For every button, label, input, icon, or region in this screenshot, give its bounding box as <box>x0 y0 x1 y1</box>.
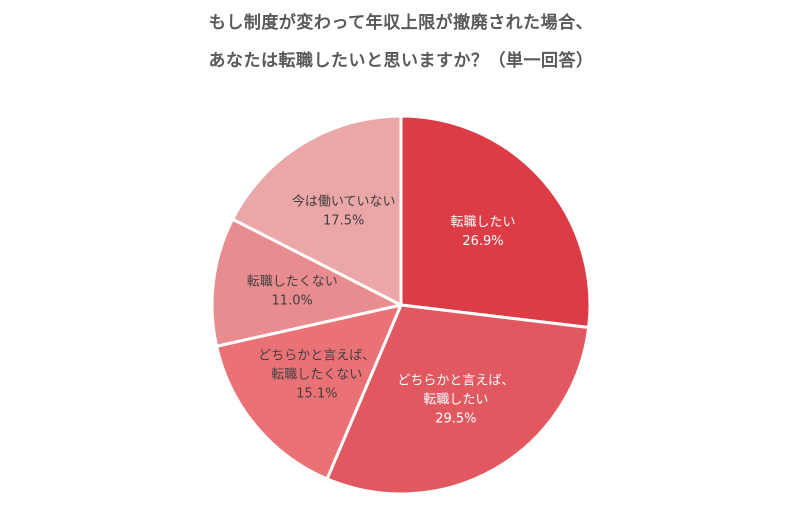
pie-slice-4 <box>210 217 403 348</box>
slice-category-label: どちらかと言えば、 <box>397 373 514 388</box>
pie-slice-3 <box>215 303 403 481</box>
slice-category-label: 転職したくない <box>247 274 338 289</box>
chart-title-line-1: もし制度が変わって年収上限が撤廃された場合、 <box>208 13 594 33</box>
slice-label-4: 転職したくない 11.0% <box>247 274 338 308</box>
chart-title-line-2: あなたは転職したいと思いますか？（単一回答） <box>208 51 594 71</box>
slice-value-label: 15.1% <box>296 387 337 402</box>
slice-value-label: 26.9% <box>462 234 503 249</box>
slice-category-label: 転職したい <box>450 215 515 230</box>
slice-label-1: 転職したい 26.9% <box>450 215 515 249</box>
slice-value-label: 11.0% <box>272 293 313 308</box>
slice-category-label: 今は働いていない <box>292 194 396 210</box>
slice-label-5: 今は働いていない 17.5% <box>292 194 396 229</box>
slice-category-label: 転職したくない <box>271 368 362 383</box>
slice-category-label: どちらかと言えば、 <box>258 349 375 364</box>
slice-category-label: 転職したい <box>423 392 488 407</box>
slice-label-3: どちらかと言えば、転職したくない 15.1% <box>258 349 375 402</box>
slice-value-label: 29.5% <box>435 411 476 426</box>
slice-label-2: どちらかと言えば、転職したい 29.5% <box>397 373 514 426</box>
pie-slice-1 <box>399 114 592 330</box>
pie-slice-5 <box>231 114 403 307</box>
slice-value-label: 17.5% <box>323 214 364 229</box>
pie-slice-2 <box>325 303 591 496</box>
